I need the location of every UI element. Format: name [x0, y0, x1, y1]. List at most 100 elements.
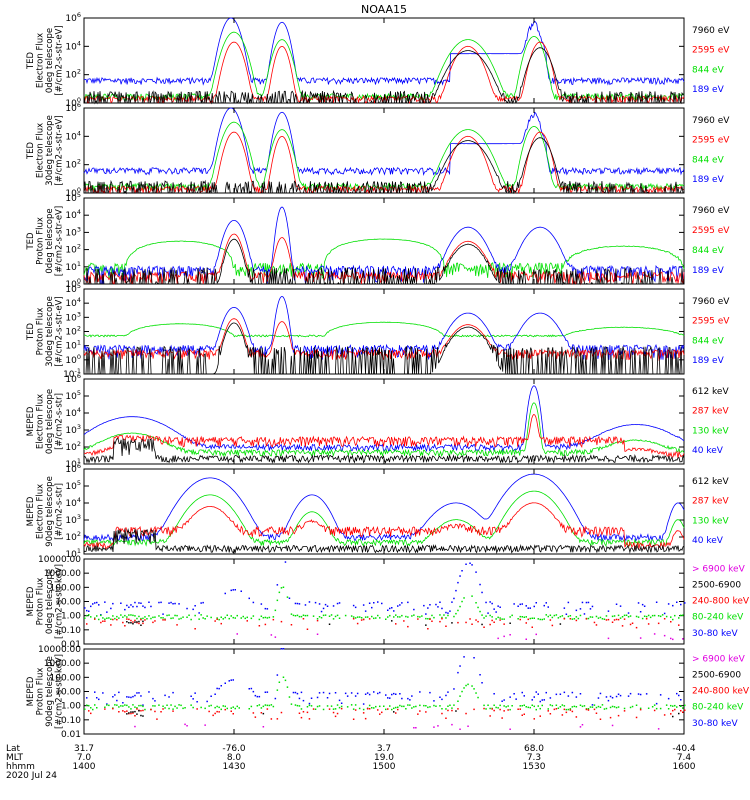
trace-blue	[83, 17, 685, 86]
legend-287-kev: 287 keV	[692, 407, 729, 417]
legend-7960-ev: 7960 eV	[692, 116, 730, 126]
x-tick-lat: -40.4	[672, 744, 696, 754]
y-tick-label: 10.00	[55, 688, 81, 698]
y-tick-label: 100	[65, 96, 81, 109]
legend-189-ev: 189 eV	[692, 175, 725, 185]
chart-title: NOAA15	[361, 3, 407, 16]
y-tick-label: 100.00	[50, 673, 82, 683]
y-tick-label: 106	[65, 11, 81, 24]
y-axis-label: MEPED Proton Flux 90deg telescope [#/cm2-s-…	[26, 654, 65, 729]
y-axis-label-line: [#/cm2-s-str-eV]	[55, 206, 65, 276]
y-axis-label-line: [#/cm2-s-str]	[55, 393, 65, 450]
x-row-label: hhmm	[6, 762, 35, 772]
panel-meped-p-90: 10000.001000.00100.0010.001.000.100.01ME…	[26, 645, 750, 740]
x-tick-hhmm: 1500	[373, 762, 396, 772]
y-axis-label: TED Proton Flux 30deg telescope [#/cm2-s-st…	[26, 296, 65, 367]
trace-red	[83, 502, 685, 551]
legend-2595-ev: 2595 eV	[692, 46, 730, 56]
x-tick-lat: 31.7	[74, 744, 94, 754]
x-row-label: MLT	[6, 753, 24, 763]
trace-blue	[83, 107, 685, 177]
y-tick-label: 105	[65, 389, 81, 402]
y-tick-label: 104	[65, 296, 81, 309]
trace-red	[83, 131, 685, 195]
legend-2595-ev: 2595 eV	[692, 317, 730, 327]
legend-844-ev: 844 eV	[692, 246, 725, 256]
trace-green	[83, 238, 685, 280]
y-axis-label-line: Proton Flux	[36, 668, 46, 716]
points-blue	[86, 648, 682, 706]
y-axis-label-line: Proton Flux	[36, 578, 46, 626]
y-axis-label-line: 0deg telescope	[45, 569, 55, 634]
y-tick-label: 105	[65, 479, 81, 492]
y-axis-label-line: Electron Flux	[36, 484, 46, 539]
y-tick-label: 101	[65, 339, 81, 352]
y-tick-label: 103	[65, 310, 81, 323]
panel-frame	[83, 17, 685, 104]
date-label: 2020 Jul 24	[6, 771, 57, 781]
y-axis-label-line: Electron Flux	[36, 394, 46, 449]
trace-green	[83, 121, 685, 192]
y-tick-label: 100	[65, 186, 81, 199]
legend-40-kev: 40 keV	[692, 536, 724, 546]
legend-612-kev: 612 keV	[692, 477, 729, 487]
legend--6900-kev: > 6900 keV	[692, 565, 746, 575]
legend-7960-ev: 7960 eV	[692, 206, 730, 216]
y-tick-label: 102	[65, 440, 81, 453]
x-tick-lat: -76.0	[222, 744, 246, 754]
x-tick-hhmm: 1600	[673, 762, 696, 772]
y-axis-label-line: 90deg telescope	[45, 656, 55, 727]
y-tick-label: 103	[65, 225, 81, 238]
legend-844-ev: 844 eV	[692, 65, 725, 75]
trace-black	[84, 238, 684, 286]
y-tick-label: 106	[65, 462, 81, 475]
legend-7960-ev: 7960 eV	[692, 26, 730, 36]
y-tick-label: 106	[65, 101, 81, 114]
x-tick-lat: 3.7	[377, 744, 391, 754]
points-black	[126, 710, 680, 718]
panel-meped-p-0: 10000.001000.00100.0010.001.000.100.01ME…	[26, 555, 750, 650]
legend-40-kev: 40 keV	[692, 446, 724, 456]
legend-240-800-kev: 240-800 keV	[692, 687, 750, 697]
y-tick-label: 102	[65, 325, 81, 338]
legend-130-kev: 130 keV	[692, 516, 729, 526]
points-magenta	[134, 723, 660, 730]
y-tick-label: 104	[65, 208, 81, 221]
legend-189-ev: 189 eV	[692, 85, 725, 95]
y-tick-label: 0.10	[61, 716, 81, 726]
y-axis-label-line: [#/cm2-s-str-eV]	[55, 25, 65, 95]
legend-130-kev: 130 keV	[692, 426, 729, 436]
trace-black	[84, 322, 684, 375]
panel-frame	[83, 558, 685, 645]
y-tick-label: 10000.00	[38, 555, 81, 565]
legend-2500-6900: 2500-6900	[692, 671, 741, 681]
y-tick-label: 10.00	[55, 598, 81, 608]
x-tick-mlt: 19.0	[374, 753, 394, 763]
y-tick-label: 105	[65, 191, 81, 204]
x-tick-hhmm: 1430	[223, 762, 246, 772]
y-axis-label: TED Electron Flux 0deg telescope [#/cm2-s-s…	[26, 25, 65, 95]
trace-red	[83, 414, 685, 459]
y-tick-label: 0.10	[61, 626, 81, 636]
y-axis-label: TED Electron Flux 30deg telescope [#/cm2-s-…	[26, 115, 65, 186]
y-axis-label-line: TED	[26, 232, 36, 251]
y-tick-label: 101	[65, 547, 81, 560]
legend-844-ev: 844 eV	[692, 336, 725, 346]
y-tick-label: 103	[65, 513, 81, 526]
y-axis-label-line: 30deg telescope	[45, 115, 55, 186]
y-axis-label: MEPED Electron Flux 90deg telescope [#/cm2-…	[26, 476, 65, 547]
y-axis-label-line: TED	[26, 141, 36, 160]
y-axis-label-line: Proton Flux	[36, 308, 46, 356]
y-tick-label: 104	[65, 406, 81, 419]
legend-30-80-kev: 30-80 keV	[692, 719, 738, 729]
legend-612-kev: 612 keV	[692, 387, 729, 397]
legend-844-ev: 844 eV	[692, 155, 725, 165]
x-tick-mlt: 7.3	[527, 753, 541, 763]
y-tick-label: 102	[65, 68, 81, 81]
